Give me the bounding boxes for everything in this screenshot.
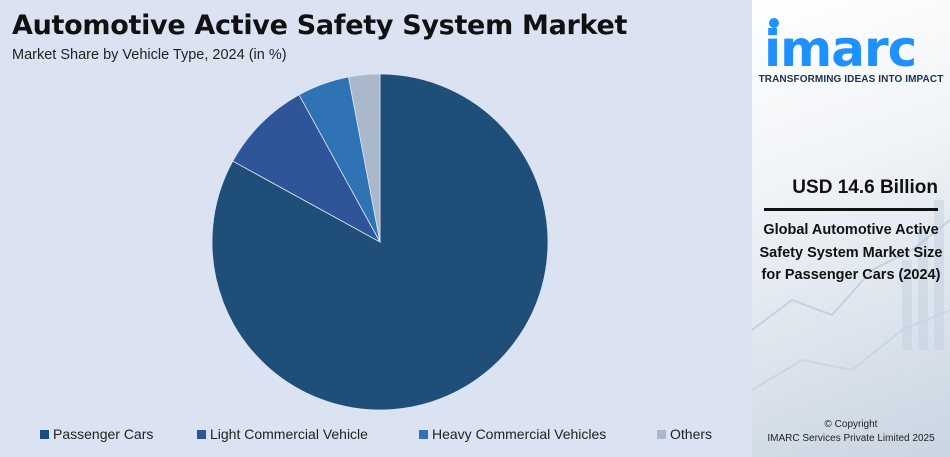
- chart-panel: Automotive Active Safety System Market M…: [0, 10, 750, 446]
- chart-legend: Passenger Cars Light Commercial Vehicle He…: [0, 426, 750, 446]
- legend-item-passenger-cars: Passenger Cars: [40, 426, 153, 442]
- legend-swatch: [419, 429, 428, 439]
- chart-title: Automotive Active Safety System Market: [12, 10, 628, 41]
- copyright-notice: © Copyright IMARC Services Private Limit…: [752, 418, 950, 446]
- pie-slice-others: [348, 73, 381, 243]
- legend-swatch: [657, 429, 666, 439]
- legend-item-light-commercial-vehicle: Light Commercial Vehicle: [197, 426, 368, 442]
- background-graph-decoration: [752, 200, 950, 391]
- pie-slice-passenger-cars: [211, 73, 549, 411]
- legend-swatch: [197, 429, 206, 439]
- svg-text:imarc: imarc: [764, 20, 916, 72]
- legend-label: Passenger Cars: [53, 426, 154, 442]
- legend-swatch: [40, 429, 49, 439]
- market-size-description: Global Automotive Active Safety System M…: [759, 222, 943, 283]
- pie-chart: [211, 73, 549, 411]
- market-size-value: USD 14.6 Billion: [792, 177, 938, 198]
- brand-tagline: TRANSFORMING IDEAS INTO IMPACT: [758, 74, 944, 85]
- info-sidebar: imarc TRANSFORMING IDEAS INTO IMPACT USD…: [752, 0, 950, 457]
- legend-label: Light Commercial Vehicle: [210, 426, 368, 442]
- copyright-company: IMARC Services Private Limited 2025: [767, 433, 935, 444]
- imarc-logo: imarc: [764, 18, 917, 72]
- chart-subtitle: Market Share by Vehicle Type, 2024 (in %…: [12, 47, 287, 63]
- pie-slice-light-commercial-vehicle: [232, 94, 382, 244]
- legend-label: Heavy Commercial Vehicles: [432, 426, 607, 442]
- legend-item-heavy-commercial-vehicles: Heavy Commercial Vehicles: [419, 426, 606, 442]
- legend-label: Others: [670, 426, 713, 442]
- legend-item-others: Others: [657, 426, 712, 442]
- headline-divider: [764, 208, 938, 211]
- copyright-line: © Copyright: [824, 419, 878, 430]
